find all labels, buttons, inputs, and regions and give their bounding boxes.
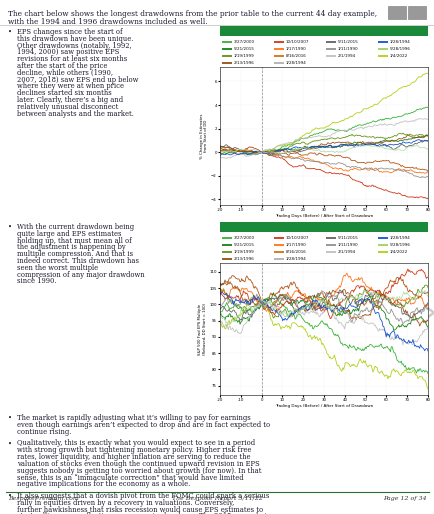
- Text: EPS changes since the start of: EPS changes since the start of: [17, 28, 122, 36]
- Text: 1/11/1990: 1/11/1990: [337, 47, 358, 50]
- Text: 2/13/1996: 2/13/1996: [233, 61, 254, 65]
- Text: between analysts and the market.: between analysts and the market.: [17, 109, 134, 118]
- Text: 10/10/2007: 10/10/2007: [285, 235, 309, 240]
- Text: holding up, that must mean all of: holding up, that must mean all of: [17, 236, 132, 245]
- Text: ›: ›: [425, 302, 434, 326]
- Text: ►: ►: [393, 8, 399, 17]
- Text: quite large and EPS estimates: quite large and EPS estimates: [17, 230, 121, 238]
- Text: indeed correct. This drawdown has: indeed correct. This drawdown has: [17, 257, 139, 265]
- Text: suggests nobody is getting too worried about growth (for now). In that: suggests nobody is getting too worried a…: [17, 467, 261, 474]
- Text: 5/28/1996: 5/28/1996: [389, 243, 410, 247]
- Text: rally in equities driven by a recovery in valuations. Conversely,: rally in equities driven by a recovery i…: [17, 499, 234, 507]
- Text: 1/4/2022: 1/4/2022: [389, 53, 408, 58]
- Text: rates, lower liquidity, and higher inflation are serving to reduce the: rates, lower liquidity, and higher infla…: [17, 453, 250, 461]
- Text: 3/27/2000: 3/27/2000: [233, 235, 254, 240]
- Text: 10/10/2007: 10/10/2007: [285, 40, 309, 44]
- Text: since 1990.: since 1990.: [17, 278, 56, 285]
- Text: •: •: [8, 439, 12, 447]
- Text: 1/28/1994: 1/28/1994: [285, 61, 306, 65]
- Text: 1/17/1990: 1/17/1990: [285, 243, 306, 247]
- Text: 2007, 2018) saw EPS end up below: 2007, 2018) saw EPS end up below: [17, 76, 138, 84]
- Text: 1/11/1990: 1/11/1990: [337, 243, 358, 247]
- X-axis label: Trading Days (Before) / After Start of Drawdown: Trading Days (Before) / After Start of D…: [274, 214, 372, 217]
- Text: The Bespoke Report 3/11/22: The Bespoke Report 3/11/22: [171, 496, 262, 501]
- Text: 8/16/2016: 8/16/2016: [285, 250, 306, 253]
- Text: revisions for at least six months: revisions for at least six months: [17, 55, 127, 63]
- Bar: [220, 26, 427, 36]
- Text: seen the worst multiple: seen the worst multiple: [17, 264, 98, 272]
- Text: start rolling over, reflecting an economic slowdown. The 2015 example is: start rolling over, reflecting an econom…: [17, 512, 270, 514]
- Text: 2/1/1994: 2/1/1994: [337, 53, 355, 58]
- Text: 5/21/2015: 5/21/2015: [233, 243, 254, 247]
- Text: 2/13/1996: 2/13/1996: [233, 256, 254, 261]
- Text: the adjustment is happening by: the adjustment is happening by: [17, 244, 125, 251]
- Text: later. Clearly, there’s a big and: later. Clearly, there’s a big and: [17, 96, 123, 104]
- Text: •: •: [8, 223, 12, 231]
- Text: •: •: [8, 492, 12, 500]
- Text: 3/27/2000: 3/27/2000: [233, 40, 254, 44]
- Text: further hawkishness that risks recession would cause EPS estimates to: further hawkishness that risks recession…: [17, 506, 263, 513]
- Text: after the start of the price: after the start of the price: [17, 62, 107, 70]
- Text: BespokePremium.com: BespokePremium.com: [8, 496, 79, 501]
- Text: 1/28/1994: 1/28/1994: [389, 235, 410, 240]
- Text: with strong growth but tightening monetary policy. Higher risk free: with strong growth but tightening moneta…: [17, 446, 251, 454]
- Text: 5/28/1996: 5/28/1996: [389, 47, 410, 50]
- Text: 8/16/2016: 8/16/2016: [285, 53, 306, 58]
- Text: continue rising.: continue rising.: [17, 428, 71, 435]
- Text: with the 1994 and 1996 drawdowns included as well.: with the 1994 and 1996 drawdowns include…: [8, 18, 207, 26]
- Y-axis label: % Change in Estimates
from Start of DD: % Change in Estimates from Start of DD: [199, 113, 208, 159]
- Bar: [220, 222, 427, 232]
- Text: 1/19/1999: 1/19/1999: [233, 250, 254, 253]
- Text: relatively unusual disconnect: relatively unusual disconnect: [17, 103, 118, 111]
- Text: Other drawdowns (notably, 1992,: Other drawdowns (notably, 1992,: [17, 42, 132, 49]
- Text: valuation of stocks even though the continued upward revision in EPS: valuation of stocks even though the cont…: [17, 460, 259, 468]
- Text: The market is rapidly adjusting what it’s willing to pay for earnings: The market is rapidly adjusting what it’…: [17, 414, 250, 422]
- Text: •: •: [8, 414, 12, 422]
- Text: this drawdown have been unique.: this drawdown have been unique.: [17, 35, 133, 43]
- FancyBboxPatch shape: [407, 6, 425, 19]
- FancyBboxPatch shape: [387, 6, 405, 19]
- Text: 1/17/1990: 1/17/1990: [285, 47, 306, 50]
- Text: 1/28/1994: 1/28/1994: [285, 256, 306, 261]
- Text: 1994, 2000) saw positive EPS: 1994, 2000) saw positive EPS: [17, 48, 119, 57]
- Text: •: •: [8, 28, 12, 36]
- Text: Page 12 of 34: Page 12 of 34: [382, 496, 426, 501]
- Text: ✕: ✕: [413, 8, 420, 17]
- Text: 5/11/2015: 5/11/2015: [337, 40, 358, 44]
- Text: S&P 500 Forward EPS Multiple Evolution By Major Drawdown (%): S&P 500 Forward EPS Multiple Evolution B…: [226, 225, 421, 229]
- Y-axis label: S&P 500 Fwd EPS Multiple
(Rebased, DD Start = 100): S&P 500 Fwd EPS Multiple (Rebased, DD St…: [197, 303, 206, 355]
- Text: multiple compression. And that is: multiple compression. And that is: [17, 250, 133, 258]
- Text: It also suggests that a dovish pivot from the FOMC could spark a serious: It also suggests that a dovish pivot fro…: [17, 492, 269, 500]
- Text: sense, this is an “immaculate correction” that would have limited: sense, this is an “immaculate correction…: [17, 473, 243, 482]
- X-axis label: Trading Days (Before) / After Start of Drawdown: Trading Days (Before) / After Start of D…: [274, 403, 372, 408]
- Text: Qualitatively, this is exactly what you would expect to see in a period: Qualitatively, this is exactly what you …: [17, 439, 254, 447]
- Text: S&P 500 Forward EPS Estimates Evolution By Major Drawdown (%): S&P 500 Forward EPS Estimates Evolution …: [224, 28, 423, 33]
- Text: 1/4/2022: 1/4/2022: [389, 250, 408, 253]
- Text: 1/19/1999: 1/19/1999: [233, 53, 254, 58]
- Text: 2/1/1994: 2/1/1994: [337, 250, 355, 253]
- Text: 1/28/1994: 1/28/1994: [389, 40, 410, 44]
- Text: even though earnings aren’t expected to drop and are in fact expected to: even though earnings aren’t expected to …: [17, 421, 270, 429]
- Text: compression of any major drawdown: compression of any major drawdown: [17, 270, 144, 279]
- Text: decline, while others (1990,: decline, while others (1990,: [17, 69, 113, 77]
- Text: negative implications for the economy as a whole.: negative implications for the economy as…: [17, 480, 190, 488]
- Text: The chart below shows the longest drawdowns from the prior table to the current : The chart below shows the longest drawdo…: [8, 10, 376, 18]
- Text: where they were at when price: where they were at when price: [17, 82, 124, 90]
- Text: declines started six months: declines started six months: [17, 89, 112, 97]
- Text: With the current drawdown being: With the current drawdown being: [17, 223, 134, 231]
- Text: 5/11/2015: 5/11/2015: [337, 235, 358, 240]
- Text: 5/21/2015: 5/21/2015: [233, 47, 254, 50]
